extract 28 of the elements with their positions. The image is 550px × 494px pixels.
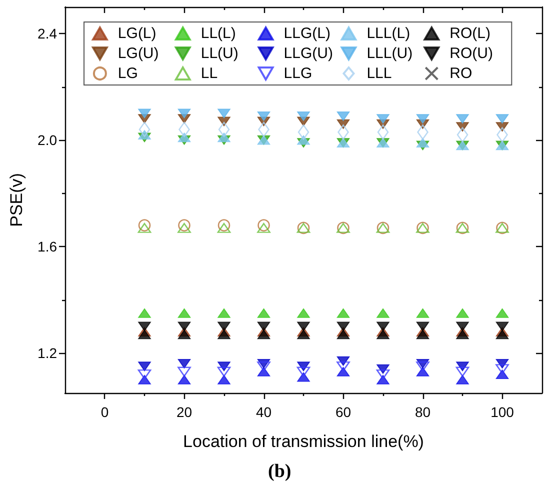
y-tick-label: 2.0 xyxy=(38,132,58,148)
y-axis-title: PSE(v) xyxy=(7,173,26,227)
x-tick-label: 60 xyxy=(335,404,352,420)
legend-label: LL xyxy=(200,65,218,82)
x-tick-label: 20 xyxy=(176,404,192,420)
legend-label: LLG(U) xyxy=(284,45,333,62)
legend-label: LLG xyxy=(284,65,312,82)
legend-label: LG(U) xyxy=(118,45,159,62)
legend-label: LG(L) xyxy=(118,25,156,42)
legend-label: RO(L) xyxy=(450,25,490,42)
legend-label: LLG(L) xyxy=(284,25,330,42)
legend-label: RO(U) xyxy=(450,45,493,62)
y-tick-label: 1.6 xyxy=(38,238,58,255)
x-tick-label: 80 xyxy=(414,404,431,420)
x-tick-label: 0 xyxy=(100,404,109,420)
x-tick-label: 40 xyxy=(256,404,272,420)
text: (b) xyxy=(268,461,292,482)
legend-label: RO xyxy=(450,65,472,82)
x-tick-label: 100 xyxy=(490,404,514,420)
y-tick-label: 1.2 xyxy=(38,345,58,362)
legend-label: LL(U) xyxy=(200,45,238,62)
legend-label: LL(L) xyxy=(200,25,236,42)
legend-label: LG xyxy=(118,65,138,82)
legend-label: LLL(U) xyxy=(366,45,413,62)
x-axis-title: Location of transmission line(%) xyxy=(183,432,424,451)
y-tick-label: 2.4 xyxy=(38,26,58,42)
legend-label: LLL(L) xyxy=(366,25,410,42)
legend-label: LLL xyxy=(366,65,392,82)
